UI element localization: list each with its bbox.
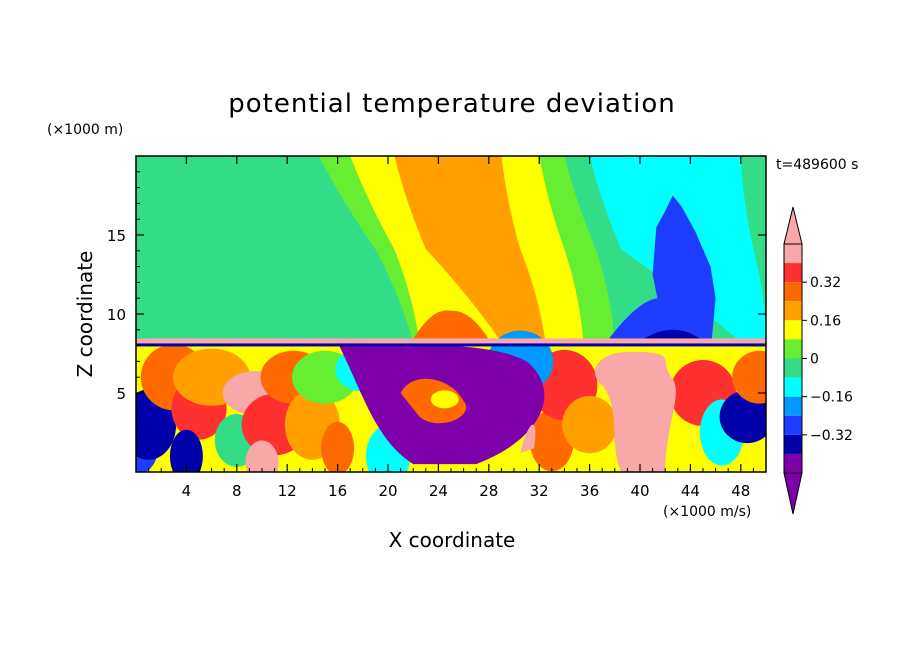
turbulent-cell-18: [719, 390, 766, 444]
contour-field: [136, 156, 766, 472]
lower-layer: [136, 330, 766, 472]
colorbar-over-arrow: [783, 206, 803, 245]
y-axis-title: Z coordinate: [73, 251, 97, 378]
y-unit-label: (×1000 m): [47, 122, 123, 138]
x-tick-label: 36: [580, 482, 599, 500]
interface-warm: [136, 338, 766, 344]
x-tick-label: 12: [278, 482, 297, 500]
small-warm-cell: [520, 424, 536, 454]
colorbar-label: −0.32: [810, 428, 853, 444]
colorbar-level: [784, 282, 802, 302]
x-tick-label: 28: [479, 482, 498, 500]
warm-plume: [595, 351, 676, 472]
turbulent-cell-15: [562, 396, 618, 454]
y-tick-label: 15: [107, 227, 126, 245]
cold-plume: [607, 195, 716, 341]
x-axis: 4 8 12 16 20 24 28 32 36 40 44 48: [148, 156, 754, 500]
x-tick-label: 20: [378, 482, 397, 500]
vortex-eye: [430, 390, 459, 409]
colorbar-level: [784, 263, 802, 283]
x-tick-label: 32: [530, 482, 549, 500]
x-unit-label: (×1000 m/s): [663, 504, 751, 520]
colorbar-label: 0: [810, 352, 819, 368]
colorbar-level: [784, 244, 802, 264]
x-tick-label: 8: [232, 482, 242, 500]
warm-dome: [412, 310, 490, 341]
turbulent-cell-19: [732, 350, 766, 404]
colorbar-level: [784, 377, 802, 397]
turbulent-cell-22: [169, 429, 203, 472]
colorbar-label: −0.16: [810, 390, 853, 406]
y-tick-label: 10: [107, 306, 126, 324]
colorbar-level: [784, 301, 802, 321]
colorbar-level: [784, 339, 802, 359]
x-tick-label: 4: [182, 482, 192, 500]
x-axis-title: X coordinate: [389, 528, 516, 552]
colorbar-level: [784, 358, 802, 378]
colorbar: 0.32 0.16 0 −0.16 −0.32: [783, 206, 853, 515]
y-tick-label: 5: [116, 385, 126, 403]
interface-cold: [136, 343, 766, 347]
colorbar-label: 0.16: [810, 313, 841, 329]
colorbar-level: [784, 415, 802, 435]
y-axis: 5 10 15: [107, 171, 766, 457]
colorbar-level: [784, 396, 802, 416]
colorbar-under-arrow: [783, 472, 803, 515]
turbulent-cell-11: [321, 421, 355, 472]
cold-core: [640, 329, 703, 341]
time-label: t=489600 s: [776, 157, 858, 173]
x-tick-label: 44: [681, 482, 700, 500]
turbulent-cell-23: [245, 440, 279, 472]
upper-band-8: [740, 156, 766, 343]
x-tick-label: 48: [731, 482, 750, 500]
colorbar-level: [784, 320, 802, 340]
chart-title: potential temperature deviation: [228, 89, 675, 119]
x-tick-label: 16: [328, 482, 347, 500]
colorbar-level: [784, 434, 802, 454]
x-tick-label: 24: [429, 482, 448, 500]
colorbar-level: [784, 453, 802, 473]
x-tick-label: 40: [630, 482, 649, 500]
colorbar-label: 0.32: [810, 275, 841, 291]
